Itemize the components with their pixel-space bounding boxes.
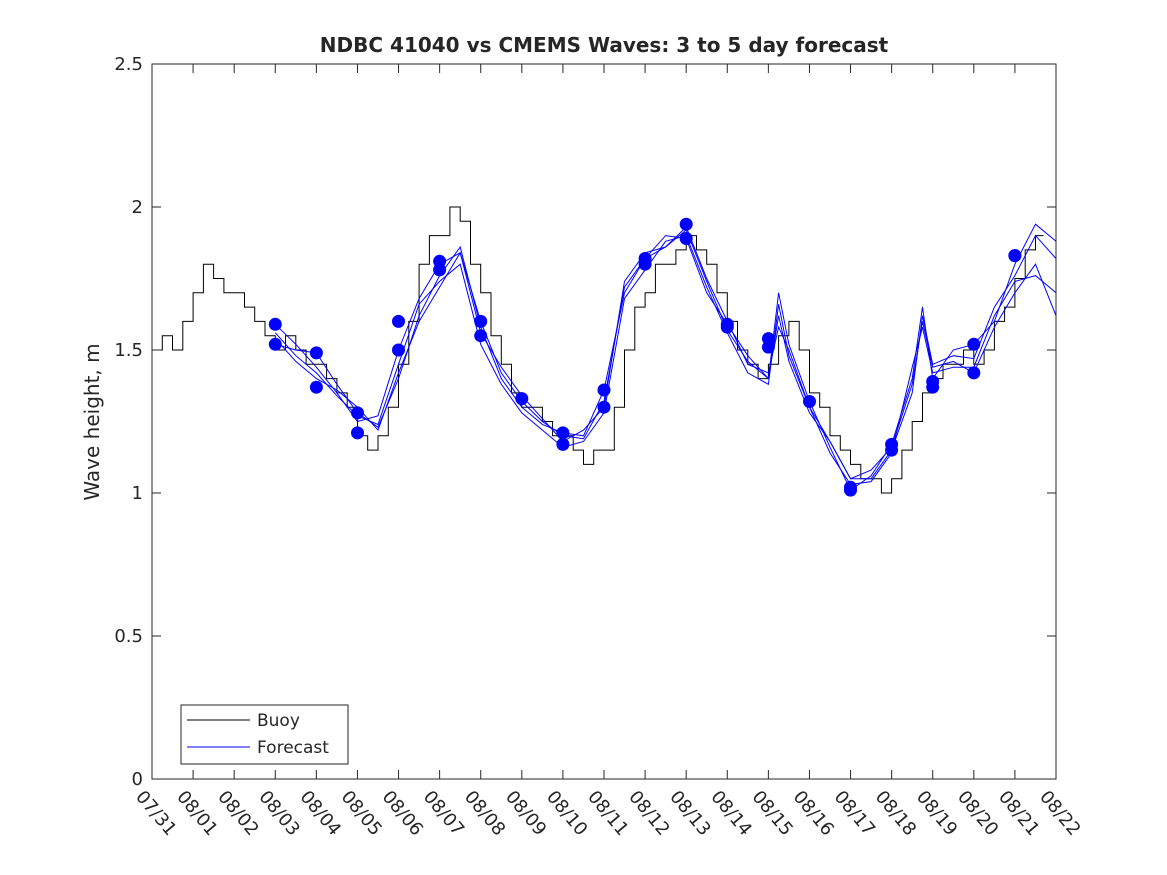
forecast-marker <box>309 380 323 394</box>
forecast-marker <box>844 483 857 497</box>
x-tick-label: 08/17 <box>830 787 879 840</box>
legend-label-buoy: Buoy <box>257 711 300 731</box>
y-axis-label: Wave height, m <box>80 343 104 500</box>
x-tick-label: 08/11 <box>583 787 632 840</box>
forecast-marker <box>926 380 940 394</box>
forecast-marker <box>556 437 570 451</box>
y-tick-label: 0 <box>132 769 143 790</box>
forecast-marker <box>638 252 652 265</box>
legend: Buoy Forecast <box>180 704 349 765</box>
forecast-marker <box>515 392 529 406</box>
x-tick-label: 08/20 <box>953 787 1002 840</box>
forecast-marker <box>679 232 693 245</box>
forecast-marker <box>597 383 611 397</box>
x-tick-label: 08/03 <box>254 787 303 840</box>
x-tick-label: 08/07 <box>419 787 468 840</box>
x-tick-label: 08/04 <box>296 787 345 840</box>
plot-area <box>151 63 1057 780</box>
forecast-marker <box>556 426 570 440</box>
forecast-marker <box>967 337 981 351</box>
legend-box <box>180 704 349 765</box>
x-tick-label: 08/08 <box>460 787 509 840</box>
forecast-marker <box>679 217 693 231</box>
forecast-marker <box>309 346 323 360</box>
forecast-marker <box>392 343 405 357</box>
x-tick-label: 08/14 <box>706 787 755 840</box>
y-tick-label: 2.5 <box>114 54 143 75</box>
forecast-marker <box>268 317 282 331</box>
x-tick-label: 07/31 <box>131 787 180 840</box>
forecast-marker <box>474 329 488 343</box>
y-tick-label: 0.5 <box>114 626 143 647</box>
x-tick-label: 08/05 <box>337 787 386 840</box>
x-tick-label: 08/01 <box>172 787 221 840</box>
forecast-marker <box>351 406 364 420</box>
x-tick-label: 08/10 <box>542 787 591 840</box>
x-tick-label: 08/18 <box>871 787 920 840</box>
forecast-marker <box>761 332 775 346</box>
x-tick-label: 08/21 <box>994 787 1043 840</box>
forecast-marker <box>885 437 899 451</box>
forecast-marker <box>474 314 488 328</box>
x-tick-label: 08/15 <box>748 787 797 840</box>
forecast-marker <box>433 263 447 277</box>
y-tick-label: 1 <box>132 483 143 504</box>
x-tick-label: 08/13 <box>665 787 714 840</box>
x-tick-label: 08/16 <box>789 787 838 840</box>
x-tick-label: 08/06 <box>378 787 427 840</box>
forecast-marker <box>351 426 364 440</box>
forecast-marker <box>1008 249 1022 263</box>
forecast-marker <box>803 395 816 408</box>
plot-frame <box>151 63 1057 780</box>
forecast-marker <box>392 314 405 328</box>
y-tick-label: 2 <box>132 197 143 218</box>
x-tick-label: 08/12 <box>624 787 673 840</box>
forecast-marker <box>268 337 282 351</box>
legend-label-forecast: Forecast <box>257 738 329 758</box>
forecast-marker <box>597 400 611 414</box>
x-tick-label: 08/19 <box>912 787 961 840</box>
chart-title: NDBC 41040 vs CMEMS Waves: 3 to 5 day fo… <box>320 33 889 57</box>
forecast-marker-layer <box>268 217 1022 497</box>
x-tick-label: 08/22 <box>1035 787 1084 840</box>
x-tick-label: 08/09 <box>501 787 550 840</box>
y-tick-label: 1.5 <box>114 340 143 361</box>
y-axis: 0 0.5 1 1.5 2 2.5 <box>114 54 1056 790</box>
x-tick-label: 08/02 <box>213 787 262 840</box>
forecast-marker <box>720 317 734 331</box>
forecast-marker <box>967 366 981 380</box>
